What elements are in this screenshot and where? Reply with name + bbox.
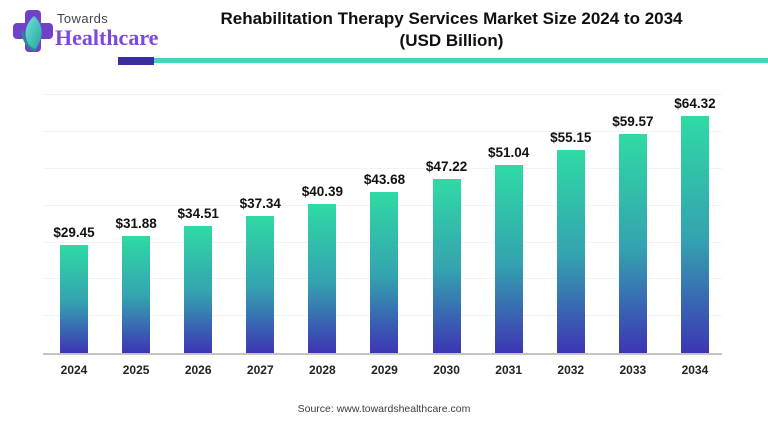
bar-group-2029: $43.68 — [364, 88, 405, 353]
bar-value-label: $43.68 — [363, 172, 406, 188]
leaf-icon — [21, 16, 42, 52]
bar-group-2034: $64.32 — [674, 88, 716, 353]
medical-cross-icon — [13, 10, 53, 54]
chart-title: Rehabilitation Therapy Services Market S… — [135, 8, 768, 52]
bar-2030 — [432, 179, 461, 353]
chart-title-line1: Rehabilitation Therapy Services Market S… — [220, 9, 683, 28]
bar-value-label: $59.57 — [612, 113, 654, 129]
bar-value-label: $40.39 — [301, 184, 344, 200]
x-axis-label-2027: 2027 — [246, 363, 274, 377]
bar-group-2031: $51.04 — [488, 88, 529, 353]
bar-2031 — [494, 165, 523, 353]
bar-group-2024: $29.45 — [53, 88, 95, 353]
x-axis-label-2034: 2034 — [681, 363, 709, 377]
bar-chart-plot-area: $29.45 $31.88 $34.51 $37.34 $40.39 $43.68 $47.… — [43, 88, 722, 355]
bar-2028 — [308, 204, 337, 353]
logo-text-healthcare: Healthcare — [55, 25, 159, 50]
bar-value-label: $55.15 — [550, 130, 592, 146]
bar-2032 — [556, 150, 585, 353]
chart-title-line2: (USD Billion) — [399, 31, 504, 50]
bar-2026 — [184, 225, 213, 353]
bar-value-label: $31.88 — [115, 215, 157, 231]
bar-2034 — [680, 116, 709, 353]
x-axis-label-2030: 2030 — [433, 363, 460, 377]
bar-group-2027: $37.34 — [240, 88, 281, 353]
bar-2025 — [122, 235, 151, 353]
bar-group-2028: $40.39 — [302, 88, 343, 353]
bar-group-2030: $47.22 — [426, 88, 467, 353]
x-axis-label-2026: 2026 — [184, 363, 212, 377]
bar-value-label: $37.34 — [239, 195, 281, 211]
bar-2027 — [246, 215, 275, 353]
bar-group-2026: $34.51 — [178, 88, 219, 353]
x-axis-label-2028: 2028 — [309, 363, 336, 377]
x-axis-label-2029: 2029 — [371, 363, 398, 377]
bar-2033 — [618, 133, 647, 353]
source-attribution: Source: www.towardshealthcare.com — [297, 403, 471, 415]
bar-group-2025: $31.88 — [115, 88, 157, 353]
x-axis-labels: 2024 2025 2026 2027 2028 2029 2030 2031 2032 2033… — [43, 363, 722, 377]
title-underline-purple-accent — [118, 57, 154, 65]
bar-series: $29.45 $31.88 $34.51 $37.34 $40.39 $43.68 $47.… — [43, 88, 722, 353]
bar-value-label: $34.51 — [177, 205, 219, 221]
bar-2029 — [370, 192, 399, 353]
bar-group-2032: $55.15 — [550, 88, 591, 353]
gridline-60 — [43, 131, 722, 133]
bar-value-label: $47.22 — [425, 159, 468, 175]
x-axis-label-2032: 2032 — [557, 363, 585, 377]
bar-value-label: $51.04 — [488, 145, 530, 161]
bar-2024 — [60, 244, 88, 353]
x-axis-label-2024: 2024 — [60, 363, 88, 377]
bar-value-label: $64.32 — [674, 96, 716, 112]
gridline-50 — [43, 167, 722, 169]
towards-healthcare-logo: Towards Healthcare — [13, 8, 183, 58]
x-axis-label-2033: 2033 — [619, 363, 647, 377]
logo-text-towards: Towards — [57, 11, 109, 26]
title-underline-teal-rule — [154, 58, 768, 63]
x-axis-label-2025: 2025 — [122, 363, 150, 377]
bar-value-label: $29.45 — [53, 224, 95, 240]
bar-group-2033: $59.57 — [612, 88, 654, 353]
gridline-70 — [43, 94, 722, 96]
x-axis-label-2031: 2031 — [495, 363, 522, 377]
